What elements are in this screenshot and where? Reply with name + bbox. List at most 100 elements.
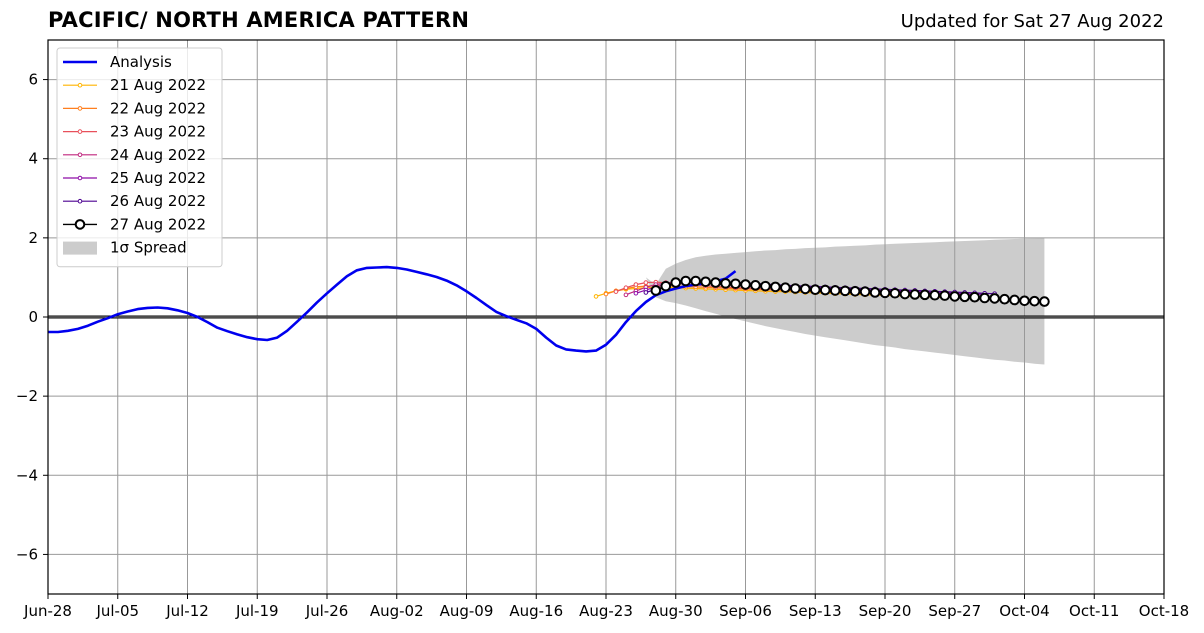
- forecast-point: [730, 278, 741, 290]
- forecast-point: [909, 289, 921, 300]
- legend-entry: 22 Aug 2022: [63, 99, 206, 117]
- forecast-point: [623, 292, 629, 298]
- legend-swatch-marker: [77, 175, 83, 181]
- x-tick-label: Aug-09: [440, 602, 494, 620]
- axes-layer: Jun-28 Jul-05 Jul-12 Jul-19 Jul-26 Aug-02 Aug-…: [16, 39, 1189, 620]
- x-tick-label: Jun-28: [23, 602, 72, 620]
- forecast-point: [780, 282, 791, 294]
- forecast-point: [989, 293, 1000, 304]
- legend: Analysis 21 Aug 2022 22 Aug 2022 23 Aug 202…: [56, 47, 223, 268]
- legend-label: 1σ Spread: [110, 239, 187, 257]
- forecast-point: [879, 287, 891, 299]
- x-tick-label: Oct-04: [999, 602, 1049, 620]
- legend-swatch-marker: [77, 129, 83, 134]
- forecast-point: [929, 289, 941, 301]
- forecast-point: [819, 284, 831, 296]
- x-tick-label: Aug-02: [370, 602, 424, 620]
- legend-label: 23 Aug 2022: [110, 123, 206, 141]
- forecast-point: [670, 277, 682, 288]
- forecast-point: [849, 285, 861, 297]
- y-tick-label: 4: [28, 150, 38, 168]
- y-tick-label: −6: [16, 545, 38, 563]
- forecast-point: [1009, 294, 1020, 306]
- legend-entry: 1σ Spread: [63, 239, 187, 257]
- forecast-point: [889, 287, 901, 299]
- x-tick-label: Oct-18: [1139, 602, 1189, 620]
- forecast-point: [613, 289, 619, 294]
- series-layer: [48, 265, 1050, 353]
- forecast-point: [700, 276, 711, 288]
- forecast-point: [1039, 296, 1050, 307]
- legend-label: 24 Aug 2022: [110, 146, 206, 164]
- forecast-point: [690, 275, 701, 287]
- forecast-point: [790, 283, 801, 294]
- forecast-point: [1029, 295, 1040, 307]
- x-tick-label: Sep-27: [928, 602, 981, 620]
- forecast-point: [979, 292, 990, 304]
- x-tick-label: Jul-12: [165, 602, 209, 620]
- analysis-line: [48, 265, 737, 353]
- forecast-point: [720, 278, 731, 289]
- forecast-point: [633, 290, 639, 296]
- x-tick-label: Aug-30: [649, 602, 703, 620]
- x-tick-label: Aug-23: [579, 602, 633, 620]
- forecast-point: [643, 280, 649, 285]
- legend-label: 25 Aug 2022: [110, 169, 206, 187]
- chart-title: PACIFIC/ NORTH AMERICA PATTERN: [48, 8, 470, 32]
- legend-swatch-marker: [77, 152, 83, 158]
- x-tick-label: Jul-19: [235, 602, 279, 620]
- forecast-point: [593, 294, 599, 299]
- forecast-point: [603, 291, 609, 297]
- legend-swatch-marker: [77, 106, 83, 111]
- forecast-point: [643, 290, 649, 295]
- forecast-point: [750, 280, 761, 291]
- legend-swatch-spread: [63, 241, 97, 255]
- forecast-point: [1019, 295, 1030, 307]
- forecast-series-6: [650, 275, 1050, 307]
- x-tick-label: Aug-16: [509, 602, 563, 620]
- y-tick-label: −2: [16, 387, 38, 405]
- x-tick-label: Sep-13: [789, 602, 842, 620]
- legend-label: Analysis: [110, 53, 172, 71]
- legend-entry: 21 Aug 2022: [63, 76, 206, 94]
- legend-swatch-marker: [77, 82, 83, 88]
- forecast-point: [680, 275, 692, 287]
- forecast-point: [919, 289, 931, 301]
- forecast-point: [809, 284, 821, 295]
- x-tick-label: Jul-05: [95, 602, 139, 620]
- forecast-point: [710, 277, 721, 288]
- legend-entry: 23 Aug 2022: [63, 123, 206, 141]
- legend-entry: 27 Aug 2022: [63, 215, 206, 233]
- x-tick-label: Oct-11: [1069, 602, 1119, 620]
- y-tick-label: 2: [28, 229, 38, 247]
- legend-label: 26 Aug 2022: [110, 192, 206, 210]
- forecast-point: [660, 280, 672, 292]
- x-tick-label: Sep-20: [859, 602, 912, 620]
- legend-swatch-marker: [74, 219, 86, 230]
- forecast-point: [760, 280, 771, 292]
- forecast-point: [899, 288, 911, 300]
- legend-entry: Analysis: [63, 53, 172, 71]
- forecast-point: [959, 291, 971, 303]
- forecast-point: [770, 281, 781, 293]
- y-tick-label: 0: [28, 308, 38, 326]
- legend-swatch-marker: [77, 198, 83, 204]
- legend-label: 27 Aug 2022: [110, 215, 206, 233]
- x-tick-label: Sep-06: [719, 602, 772, 620]
- legend-label: 21 Aug 2022: [110, 76, 206, 94]
- forecast-point: [633, 282, 639, 287]
- legend-entry: 24 Aug 2022: [63, 146, 206, 164]
- forecast-point: [939, 290, 951, 301]
- x-tick-label: Jul-26: [305, 602, 349, 620]
- legend-label: 22 Aug 2022: [110, 99, 206, 117]
- legend-entry: 26 Aug 2022: [63, 192, 206, 210]
- chart-subtitle: Updated for Sat 27 Aug 2022: [900, 11, 1164, 32]
- forecast-point: [869, 287, 881, 298]
- forecast-point: [799, 283, 811, 295]
- forecast-point: [839, 285, 851, 297]
- forecast-point: [949, 291, 961, 302]
- y-tick-label: 6: [28, 71, 38, 89]
- forecast-point: [740, 279, 751, 290]
- forecast-point: [999, 293, 1010, 305]
